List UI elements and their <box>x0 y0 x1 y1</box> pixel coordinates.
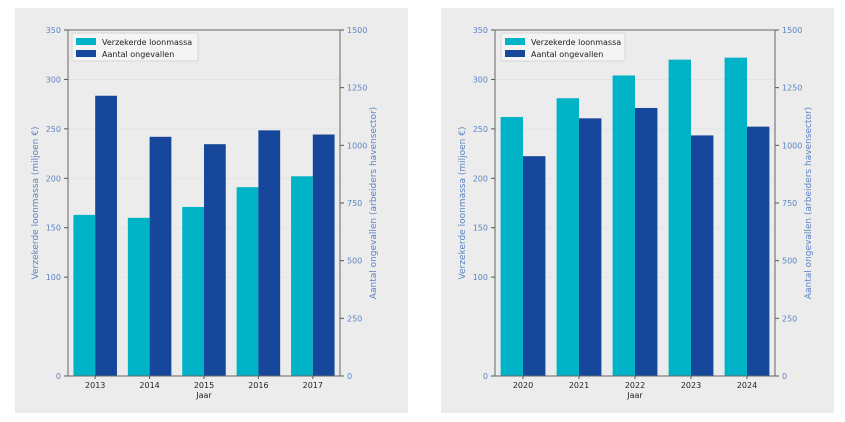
y-tick-label: 350 <box>46 26 61 35</box>
legend-label: Verzekerde loonmassa <box>102 38 192 47</box>
bar-ongevallen-2024 <box>747 126 770 377</box>
bar-loonmassa-2014 <box>127 217 150 376</box>
y2-axis-label: Aantal ongevallen (arbeiders havensector… <box>369 107 379 299</box>
legend <box>500 32 626 62</box>
bar-ongevallen-2015 <box>204 144 226 376</box>
x-tick-label: 2022 <box>625 381 645 390</box>
y2-tick-label: 250 <box>347 314 362 323</box>
bar-ongevallen-2020 <box>523 156 546 376</box>
bar-loonmassa-2017 <box>291 176 313 376</box>
legend-swatch <box>76 38 96 45</box>
legend-label: Aantal ongevallen <box>531 50 603 59</box>
x-tick-label: 2014 <box>139 381 159 390</box>
y-axis-label: Verzekerde loonmassa (miljoen €) <box>458 127 468 280</box>
y-tick-label: 300 <box>46 75 61 84</box>
y-tick-label: 250 <box>46 125 61 134</box>
y-axis-label: Verzekerde loonmassa (miljoen €) <box>31 127 41 280</box>
legend-label: Aantal ongevallen <box>102 50 174 59</box>
x-tick-label: 2023 <box>681 381 701 390</box>
chart-2020-2024: 0 100 150 200 250 300 350 0 250 500 750 1000 1250 150… <box>458 26 814 400</box>
y-tick-label: 300 <box>473 75 488 84</box>
x-axis-label: Jaar <box>195 391 212 400</box>
bar-ongevallen-2013 <box>95 95 117 377</box>
x-tick-label: 2021 <box>569 381 589 390</box>
y-tick-label: 150 <box>46 224 61 233</box>
x-axis-label: Jaar <box>626 391 643 400</box>
y2-tick-label: 250 <box>782 314 797 323</box>
y2-tick-label: 0 <box>347 372 352 381</box>
bar-ongevallen-2023 <box>691 135 714 376</box>
bar-loonmassa-2021 <box>556 98 579 376</box>
legend-swatch <box>505 38 525 45</box>
x-tick-label: 2013 <box>85 381 105 390</box>
bar-loonmassa-2022 <box>612 75 635 376</box>
chart-panel-2013-2017: 0 100 150 200 250 300 350 0 250 500 750 1000 1250 150… <box>15 8 408 413</box>
bar-ongevallen-2022 <box>635 107 658 376</box>
y2-tick-label: 1250 <box>347 84 367 93</box>
legend-swatch <box>76 50 96 57</box>
y2-tick-label: 1250 <box>782 84 802 93</box>
x-tick-label: 2024 <box>737 381 757 390</box>
y-tick-label: 200 <box>473 174 488 183</box>
bar-loonmassa-2024 <box>724 57 747 377</box>
y-tick-label: 0 <box>483 372 488 381</box>
bar-loonmassa-2015 <box>182 206 204 376</box>
y2-tick-label: 1500 <box>782 26 802 35</box>
y-tick-label: 0 <box>56 372 61 381</box>
y-tick-label: 100 <box>46 273 61 282</box>
x-tick-label: 2017 <box>303 381 323 390</box>
y-tick-label: 100 <box>473 273 488 282</box>
bar-ongevallen-2014 <box>149 136 172 376</box>
plot-frame <box>494 29 776 377</box>
x-tick-label: 2015 <box>194 381 214 390</box>
y2-tick-label: 750 <box>347 199 362 208</box>
y2-tick-label: 500 <box>782 257 797 266</box>
bar-ongevallen-2021 <box>579 118 602 376</box>
bar-ongevallen-2016 <box>258 130 281 376</box>
y-tick-label: 150 <box>473 224 488 233</box>
y2-axis-label: Aantal ongevallen (arbeiders havensector… <box>804 107 814 299</box>
y2-tick-label: 1000 <box>347 141 367 150</box>
x-tick-label: 2016 <box>248 381 268 390</box>
legend-swatch <box>505 50 525 57</box>
bar-loonmassa-2016 <box>236 187 259 376</box>
legend-label: Verzekerde loonmassa <box>531 38 621 47</box>
chart-2013-2017: 0 100 150 200 250 300 350 0 250 500 750 1000 1250 150… <box>31 26 379 400</box>
bar-ongevallen-2017 <box>312 134 335 376</box>
chart-panel-2020-2024: 0 100 150 200 250 300 350 0 250 500 750 1000 1250 150… <box>441 8 834 413</box>
plot-frame <box>67 29 341 377</box>
y2-tick-label: 750 <box>782 199 797 208</box>
y2-tick-label: 500 <box>347 257 362 266</box>
y-tick-label: 250 <box>473 125 488 134</box>
y2-tick-label: 1500 <box>347 26 367 35</box>
y2-tick-label: 1000 <box>782 141 802 150</box>
x-tick-label: 2020 <box>513 381 533 390</box>
y2-tick-label: 0 <box>782 372 787 381</box>
bar-loonmassa-2013 <box>73 214 96 376</box>
legend <box>71 32 199 62</box>
bar-loonmassa-2020 <box>500 116 523 376</box>
bar-loonmassa-2023 <box>668 59 691 377</box>
y-tick-label: 200 <box>46 174 61 183</box>
y-tick-label: 350 <box>473 26 488 35</box>
